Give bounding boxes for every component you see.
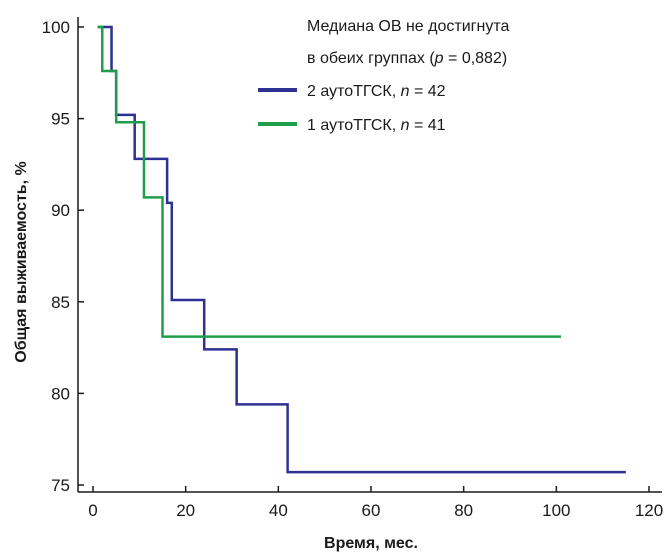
x-tick-label: 60 bbox=[362, 501, 381, 520]
x-tick-label: 0 bbox=[88, 501, 97, 520]
x-tick-label: 20 bbox=[176, 501, 195, 520]
axes bbox=[77, 17, 662, 493]
legend-label-2-autotgsk: 2 аутоТГСК, n = 42 bbox=[307, 83, 446, 100]
legend-label-1-n: n bbox=[401, 117, 410, 134]
y-tick-label: 85 bbox=[51, 293, 70, 312]
legend-label-2-pre: 2 аутоТГСК, bbox=[307, 83, 401, 100]
y-tick-label: 95 bbox=[51, 110, 70, 129]
y-axis-title: Общая выживаемость, % bbox=[13, 161, 30, 362]
x-tick-label: 120 bbox=[635, 501, 663, 520]
survival-line-1-autotgsk bbox=[97, 25, 561, 338]
series-lines bbox=[97, 25, 626, 474]
legend-label-2-n: n bbox=[401, 83, 410, 100]
y-tick-label: 75 bbox=[51, 476, 70, 495]
annotation-p-symbol: p bbox=[434, 50, 444, 67]
legend-label-1-autotgsk: 1 аутоТГСК, n = 41 bbox=[307, 117, 446, 134]
ticks: 0 20 40 60 80 100 120 75 80 85 90 95 100 bbox=[42, 18, 664, 520]
x-tick-label: 40 bbox=[269, 501, 288, 520]
legend-label-2-post: = 42 bbox=[410, 83, 446, 100]
annotation-line-1: Медиана ОВ не достигнута bbox=[307, 18, 509, 35]
x-tick-label: 100 bbox=[542, 501, 570, 520]
legend: 2 аутоТГСК, n = 42 1 аутоТГСК, n = 41 bbox=[258, 83, 446, 134]
annotation-line-2-pre: в обеих группах ( bbox=[307, 50, 435, 67]
legend-label-1-pre: 1 аутоТГСК, bbox=[307, 117, 401, 134]
x-axis-title: Время, мес. bbox=[324, 535, 418, 552]
annotation-line-2: в обеих группах (p = 0,882) bbox=[307, 50, 507, 67]
x-tick-label: 80 bbox=[454, 501, 473, 520]
y-tick-label: 100 bbox=[42, 18, 70, 37]
legend-label-1-post: = 41 bbox=[410, 117, 446, 134]
y-tick-label: 90 bbox=[51, 201, 70, 220]
annotation: Медиана ОВ не достигнута в обеих группах… bbox=[307, 18, 509, 67]
y-tick-label: 80 bbox=[51, 384, 70, 403]
annotation-line-2-post: = 0,882) bbox=[444, 50, 508, 67]
